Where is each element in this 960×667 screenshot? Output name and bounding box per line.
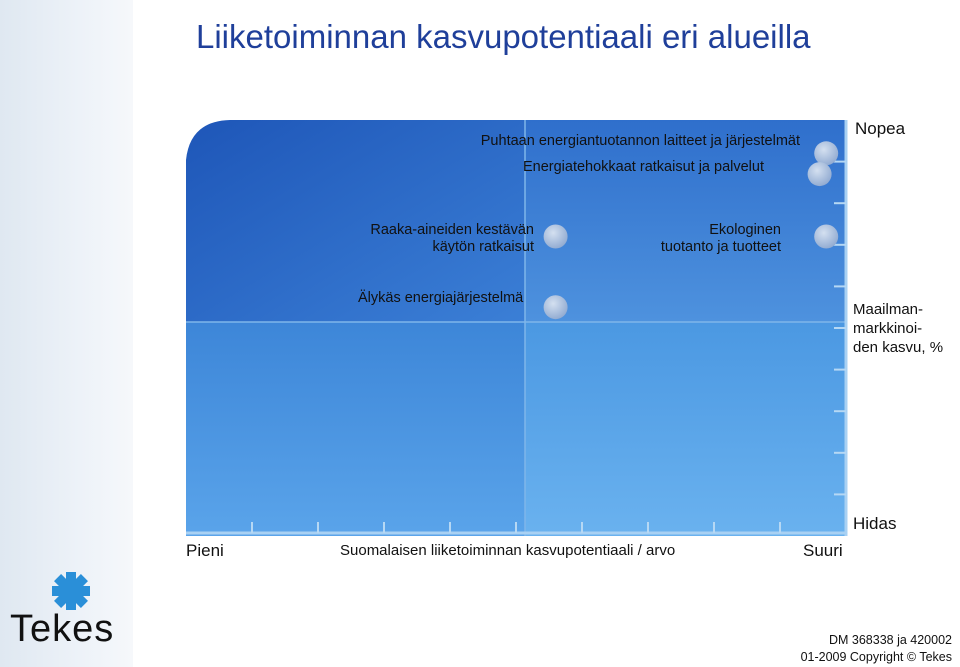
y-axis-high-label: Nopea	[855, 119, 906, 138]
data-point-4	[814, 224, 839, 249]
data-points	[543, 141, 839, 320]
y-axis-low-label: Hidas	[853, 514, 897, 533]
tekes-logo-icon	[52, 572, 90, 610]
quadrant-bottom-left	[186, 322, 525, 536]
point-label-ekologinen: Ekologinen tuotanto ja tuotteet	[661, 222, 781, 256]
point-label-alykas: Älykäs energiajärjestelmä	[358, 290, 524, 306]
page-title: Liiketoiminnan kasvupotentiaali eri alue…	[196, 18, 811, 55]
point-label-raaka-aineet: Raaka-aineiden kestävän käytön ratkaisut	[370, 222, 534, 256]
x-axis-high-label: Suuri	[803, 541, 843, 560]
point-label-raaka-aineet-line2: käytön ratkaisut	[432, 239, 534, 255]
data-point-5	[543, 295, 568, 320]
footer-copyright: DM 368338 ja 420002 01-2009 Copyright © …	[801, 632, 952, 666]
point-label-raaka-aineet-line1: Raaka-aineiden kestävän	[370, 222, 534, 238]
x-axis-title: Suomalaisen liiketoiminnan kasvupotentia…	[340, 542, 676, 559]
x-ticks	[251, 522, 781, 533]
quadrant-top-right	[525, 120, 846, 322]
side-decor-strip	[0, 0, 133, 667]
tekes-logo-text: Tekes	[10, 608, 115, 650]
data-point-3	[543, 224, 568, 249]
point-label-puhtaan: Puhtaan energiantuotannon laitteet ja jä…	[480, 133, 800, 149]
quadrant-top-left	[186, 120, 525, 322]
data-point-1	[814, 141, 839, 166]
footer-line2: 01-2009 Copyright © Tekes	[800, 650, 952, 664]
point-label-energiatehokkaat: Energiatehokkaat ratkaisut ja palvelut	[522, 159, 764, 175]
y-ticks	[834, 160, 846, 496]
point-label-ekologinen-line2: tuotanto ja tuotteet	[660, 239, 781, 255]
point-label-ekologinen-line1: Ekologinen	[709, 222, 781, 238]
data-point-2	[807, 162, 832, 187]
y-axis-title: Maailman- markkinoi- den kasvu, %	[853, 301, 944, 356]
footer-line1: DM 368338 ja 420002	[828, 633, 952, 647]
chart-background	[186, 120, 848, 536]
quadrant-bottom-right	[525, 322, 846, 536]
x-axis-low-label: Pieni	[186, 541, 224, 560]
